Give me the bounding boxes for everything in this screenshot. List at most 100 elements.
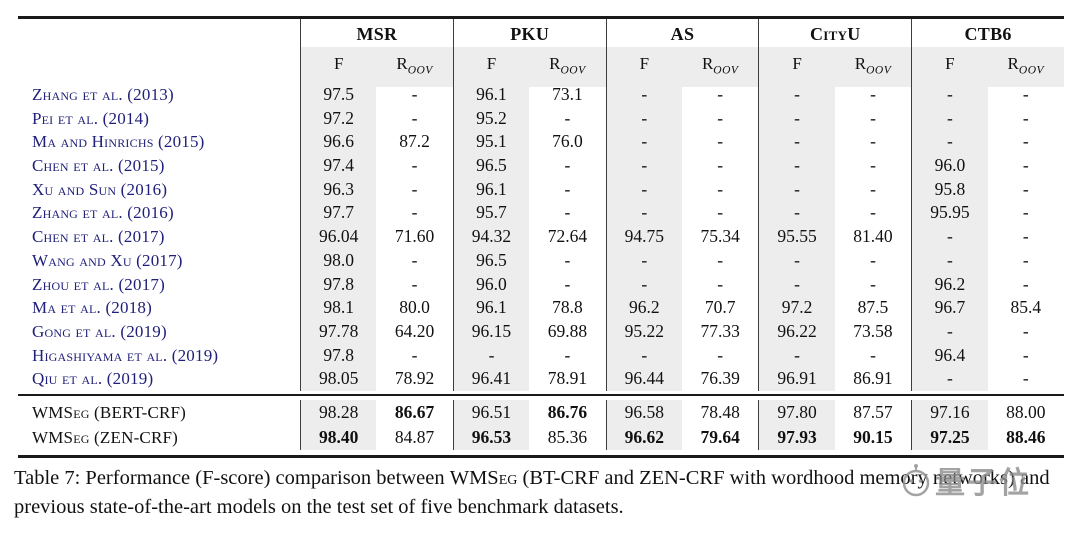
f-score-cell: - bbox=[605, 201, 682, 226]
f-score-cell: 97.25 bbox=[911, 424, 988, 450]
citation-link[interactable]: Wang and Xu (2017) bbox=[32, 250, 183, 270]
roov-score-cell: 84.87 bbox=[394, 426, 435, 447]
table-row: Zhang et al. (2016) 97.7 - 95.7 - - - - - 95.95 - bbox=[18, 201, 1064, 226]
f-score-cell: - bbox=[605, 272, 682, 297]
roov-score-cell: - bbox=[564, 107, 571, 128]
table-row: Ma and Hinrichs (2015) 96.6 87.2 95.1 76.0 - -… bbox=[18, 130, 1064, 155]
roov-score-cell: 87.5 bbox=[857, 297, 889, 318]
roov-score-cell: - bbox=[1022, 249, 1029, 270]
roov-score-cell: - bbox=[564, 155, 571, 176]
f-score-cell: - bbox=[605, 83, 682, 107]
roov-score-cell: - bbox=[564, 202, 571, 223]
roov-score-cell: - bbox=[717, 202, 724, 223]
citation-link[interactable]: Higashiyama et al. (2019) bbox=[32, 345, 219, 365]
f-score-cell: - bbox=[758, 130, 835, 155]
f-score-cell: 95.8 bbox=[911, 177, 988, 202]
table-row: Wang and Xu (2017) 98.0 - 96.5 - - - - - - - bbox=[18, 248, 1064, 273]
citation-link[interactable]: Gong et al. (2019) bbox=[32, 321, 167, 341]
f-score-cell: 94.75 bbox=[605, 225, 682, 249]
roov-score-cell: - bbox=[870, 155, 876, 176]
f-score-cell: 94.32 bbox=[452, 225, 530, 249]
f-score-cell: - bbox=[605, 106, 682, 131]
f-score-cell: 97.8 bbox=[300, 343, 377, 368]
f-score-cell: 96.7 bbox=[911, 296, 988, 320]
table-row: Pei et al. (2014) 97.2 - 95.2 - - - - - - - bbox=[18, 106, 1064, 131]
f-score-cell: 98.28 bbox=[300, 399, 377, 425]
roov-score-cell: - bbox=[411, 155, 418, 176]
citation-link[interactable]: Zhang et al. (2013) bbox=[32, 85, 174, 104]
roov-base: R bbox=[1007, 54, 1019, 73]
roov-score-cell: - bbox=[1022, 107, 1029, 128]
roov-score-cell: 88.00 bbox=[1006, 401, 1046, 422]
header-roov-pku: ROOV bbox=[529, 47, 606, 88]
citation-link[interactable]: Zhou et al. (2017) bbox=[32, 274, 165, 294]
roov-score-cell: - bbox=[411, 84, 418, 104]
f-score-cell: 97.2 bbox=[758, 296, 835, 320]
roov-score-cell: 85.4 bbox=[1010, 297, 1042, 318]
f-score-cell: 96.2 bbox=[911, 272, 988, 297]
header-f-pku: F bbox=[452, 47, 530, 88]
f-score-cell: 96.1 bbox=[452, 83, 530, 107]
citation-link[interactable]: Ma and Hinrichs (2015) bbox=[32, 132, 205, 152]
roov-score-cell: - bbox=[411, 107, 418, 128]
table-row: Qiu et al. (2019) 98.05 78.92 96.41 78.91 96.… bbox=[18, 367, 1064, 391]
citation-link[interactable]: Xu and Sun (2016) bbox=[32, 179, 168, 199]
f-score-cell: 96.1 bbox=[452, 177, 530, 202]
header-empty-cell bbox=[18, 47, 300, 88]
roov-score-cell: - bbox=[870, 84, 876, 104]
f-score-cell: 95.1 bbox=[452, 130, 530, 155]
roov-score-cell: - bbox=[870, 202, 876, 223]
roov-score-cell: - bbox=[1022, 131, 1029, 152]
f-score-cell: 95.55 bbox=[758, 225, 835, 249]
f-score-cell: 95.95 bbox=[911, 201, 988, 226]
roov-score-cell: - bbox=[411, 249, 418, 270]
citation-link[interactable]: Chen et al. (2015) bbox=[32, 156, 165, 176]
roov-score-cell: - bbox=[870, 344, 876, 365]
table-row: Chen et al. (2015) 97.4 - 96.5 - - - - - 96.0 - bbox=[18, 154, 1064, 178]
roov-sub: OOV bbox=[713, 64, 739, 77]
roov-score-cell: 81.40 bbox=[853, 226, 893, 247]
results-table: MSR PKU AS CityU CTB6 F ROOV F ROOV F RO… bbox=[18, 16, 1064, 458]
citation-link[interactable]: Chen et al. (2017) bbox=[32, 227, 165, 247]
caption-model-name: WMSeg bbox=[449, 467, 518, 489]
table-row: Zhang et al. (2013) 97.5 - 96.1 73.1 - - - - - - bbox=[18, 83, 1064, 107]
roov-score-cell: 85.36 bbox=[547, 426, 588, 447]
f-score-cell: 96.04 bbox=[300, 225, 377, 249]
roov-score-cell: - bbox=[870, 107, 876, 128]
roov-score-cell: - bbox=[870, 273, 876, 294]
f-score-cell: - bbox=[758, 177, 835, 202]
f-score-cell: - bbox=[452, 343, 530, 368]
roov-score-cell: 77.33 bbox=[700, 320, 740, 341]
f-score-cell: 96.41 bbox=[452, 367, 530, 391]
roov-score-cell: 78.92 bbox=[394, 368, 435, 389]
f-score-cell: 96.53 bbox=[452, 424, 530, 450]
citation-link[interactable]: Ma et al. (2018) bbox=[32, 298, 152, 318]
table-row: WMSeg (ZEN-CRF) 98.40 84.87 96.53 85.36 96.62… bbox=[18, 424, 1064, 450]
f-score-cell: - bbox=[758, 248, 835, 273]
f-score-cell: 98.1 bbox=[300, 296, 377, 320]
caption-prefix: Table 7: Performance (F-score) compariso… bbox=[14, 467, 450, 489]
f-score-cell: 98.05 bbox=[300, 367, 377, 391]
model-row-label: WMSeg (BERT-CRF) bbox=[32, 402, 187, 422]
roov-score-cell: - bbox=[1022, 273, 1029, 294]
citation-link[interactable]: Pei et al. (2014) bbox=[32, 108, 150, 128]
table-footer: WMSeg (BERT-CRF) 98.28 86.67 96.51 86.76 96.5… bbox=[18, 396, 1064, 458]
f-score-cell: 96.62 bbox=[605, 424, 682, 450]
f-score-cell: 96.1 bbox=[452, 296, 530, 320]
model-row-label: WMSeg (ZEN-CRF) bbox=[32, 427, 179, 447]
citation-link[interactable]: Zhang et al. (2016) bbox=[32, 203, 174, 223]
f-score-cell: 97.93 bbox=[758, 424, 835, 450]
header-roov-as: ROOV bbox=[682, 47, 759, 88]
roov-base: R bbox=[854, 54, 867, 73]
f-score-cell: - bbox=[758, 154, 835, 178]
f-score-cell: 97.7 bbox=[300, 201, 377, 226]
roov-score-cell: - bbox=[870, 249, 876, 270]
f-score-cell: 96.5 bbox=[452, 248, 530, 273]
roov-sub: OOV bbox=[866, 64, 892, 77]
f-score-cell: 95.2 bbox=[452, 106, 530, 131]
f-score-cell: 96.4 bbox=[911, 343, 988, 368]
citation-link[interactable]: Qiu et al. (2019) bbox=[32, 369, 154, 389]
f-score-cell: 96.58 bbox=[605, 399, 682, 425]
table-row: Gong et al. (2019) 97.78 64.20 96.15 69.88 95… bbox=[18, 319, 1064, 344]
roov-score-cell: 75.34 bbox=[700, 226, 740, 247]
